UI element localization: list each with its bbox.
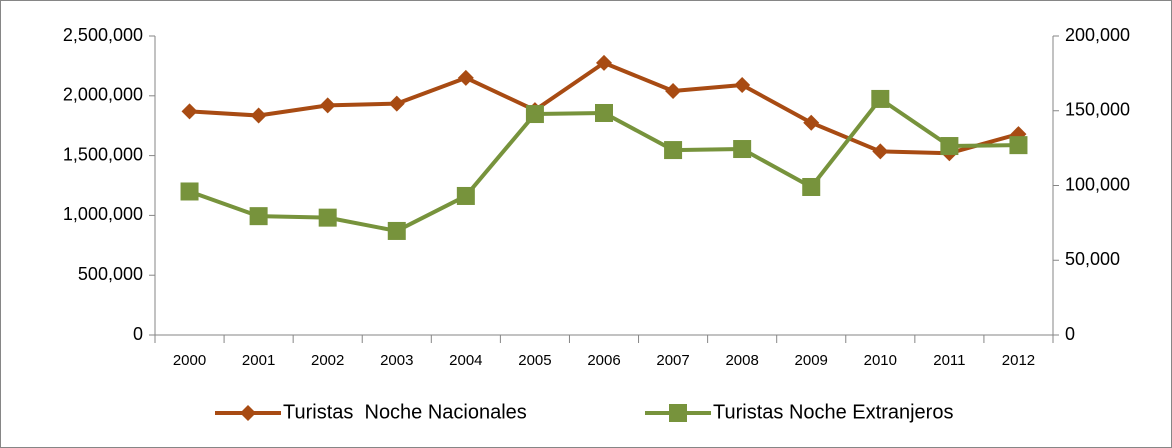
y-tick-label: 2,500,000 [63,25,143,45]
y-tick-label: 50,000 [1065,249,1120,269]
series-marker [803,114,820,131]
series-marker [318,208,337,227]
series-marker [525,105,544,124]
legend-marker [240,405,256,421]
legend-label: Turistas Noche Nacionales [283,401,527,423]
legend-marker [669,404,687,422]
x-tick-label: 2002 [311,352,344,369]
x-tick-label: 2006 [587,352,620,369]
x-tick-label: 2011 [933,352,965,369]
y-tick-label: 150,000 [1065,100,1130,120]
series-marker [664,141,683,160]
x-tick-label: 2007 [656,352,689,369]
x-tick-label: 2008 [725,352,758,369]
series-marker [319,97,336,114]
legend-label: Turistas Noche Extranjeros [713,401,953,423]
y-tick-label: 200,000 [1065,25,1130,45]
x-tick-label: 2000 [173,352,206,369]
series-marker [871,89,890,108]
y-tick-label: 2,000,000 [63,85,143,105]
y-tick-label: 0 [1065,324,1075,344]
series-marker [457,69,474,86]
series-marker [456,186,475,205]
series-marker [596,54,612,71]
series-marker [802,177,821,196]
series-marker [940,137,959,156]
x-tick-label: 2012 [1002,352,1035,369]
series-marker [250,107,267,124]
series-marker [181,103,198,120]
series-marker [734,77,751,94]
y-tick-label: 1,500,000 [63,144,143,164]
series-marker [595,103,613,122]
series-marker [1009,136,1028,155]
x-tick-label: 2009 [795,352,828,369]
x-tick-label: 2003 [380,352,413,369]
x-tick-label: 2010 [864,352,897,369]
y-tick-label: 100,000 [1065,174,1130,194]
series-marker [733,140,752,159]
y-tick-label: 500,000 [78,264,143,284]
series-marker [180,182,199,201]
series-marker [388,95,405,112]
series-marker [387,221,406,240]
series-marker [249,207,268,226]
x-tick-label: 2005 [518,352,551,369]
y-tick-label: 1,000,000 [63,204,143,224]
y-tick-label: 0 [133,324,143,344]
series-marker [872,143,889,160]
x-tick-label: 2004 [449,352,482,369]
series-marker [665,83,682,100]
x-tick-label: 2001 [242,352,275,369]
